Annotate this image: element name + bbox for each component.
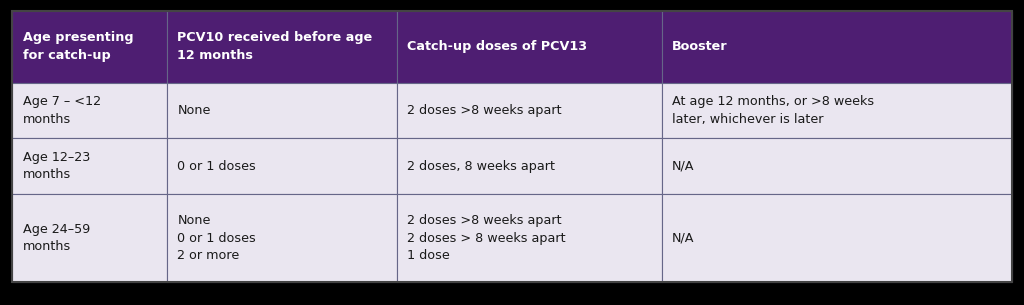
Text: Age 7 – <12
months: Age 7 – <12 months [23, 95, 100, 126]
Bar [12, 11, 167, 83]
Bar [397, 138, 662, 194]
Text: Catch-up doses of PCV13: Catch-up doses of PCV13 [408, 40, 588, 53]
Text: 2 doses >8 weeks apart: 2 doses >8 weeks apart [408, 104, 562, 117]
Bar [662, 11, 1012, 83]
Text: Age 12–23
months: Age 12–23 months [23, 151, 90, 181]
Text: Booster: Booster [672, 40, 728, 53]
Bar [12, 83, 167, 138]
Text: N/A: N/A [672, 231, 694, 245]
Bar [662, 194, 1012, 282]
Text: None
0 or 1 doses
2 or more: None 0 or 1 doses 2 or more [177, 214, 256, 262]
Bar [12, 194, 167, 282]
Bar [397, 194, 662, 282]
Text: Age presenting
for catch-up: Age presenting for catch-up [23, 31, 133, 62]
Bar [167, 194, 397, 282]
Bar [662, 138, 1012, 194]
Bar [12, 138, 167, 194]
Text: 0 or 1 doses: 0 or 1 doses [177, 160, 256, 173]
Bar [397, 83, 662, 138]
Bar [167, 83, 397, 138]
Text: None: None [177, 104, 211, 117]
Text: N/A: N/A [672, 160, 694, 173]
Text: Age 24–59
months: Age 24–59 months [23, 223, 90, 253]
Text: 2 doses >8 weeks apart
2 doses > 8 weeks apart
1 dose: 2 doses >8 weeks apart 2 doses > 8 weeks… [408, 214, 566, 262]
Bar [167, 11, 397, 83]
Bar [167, 138, 397, 194]
Text: 2 doses, 8 weeks apart: 2 doses, 8 weeks apart [408, 160, 555, 173]
Bar [397, 11, 662, 83]
Bar [662, 83, 1012, 138]
Bar [12, 11, 1012, 282]
Text: PCV10 received before age
12 months: PCV10 received before age 12 months [177, 31, 373, 62]
Text: At age 12 months, or >8 weeks
later, whichever is later: At age 12 months, or >8 weeks later, whi… [672, 95, 874, 126]
